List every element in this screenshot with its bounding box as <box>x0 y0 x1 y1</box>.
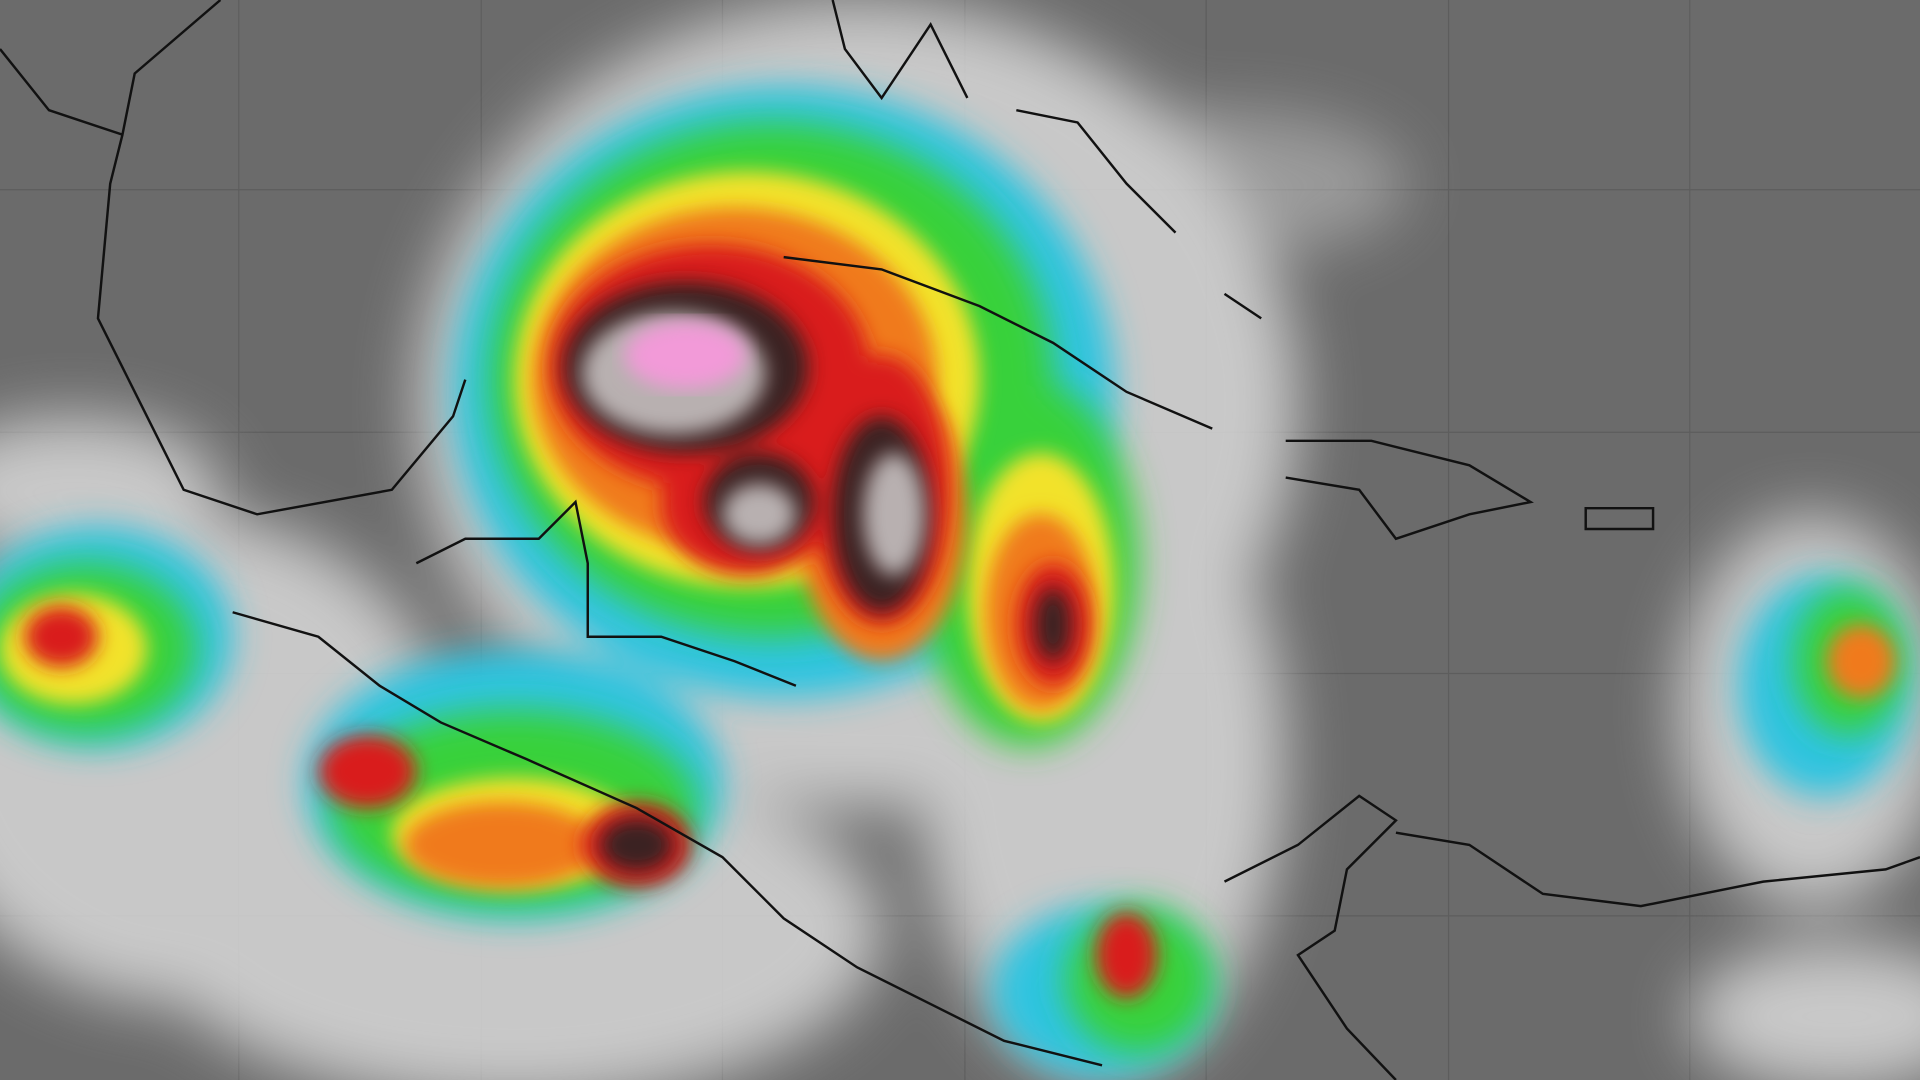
coastline-south-america <box>1223 794 1920 1080</box>
storm-pink-eye <box>624 320 747 390</box>
coastline-puerto-rico <box>1584 506 1655 531</box>
coastline-hispaniola <box>1285 439 1534 541</box>
coastline-yucatan-belize <box>415 499 797 687</box>
coastline-florida <box>831 0 969 101</box>
coastline-bahamas <box>1016 109 1262 320</box>
coastline-gulf-mexico <box>0 0 467 516</box>
coastline-cuba <box>783 255 1213 430</box>
coastline-central-america <box>232 611 1103 1067</box>
